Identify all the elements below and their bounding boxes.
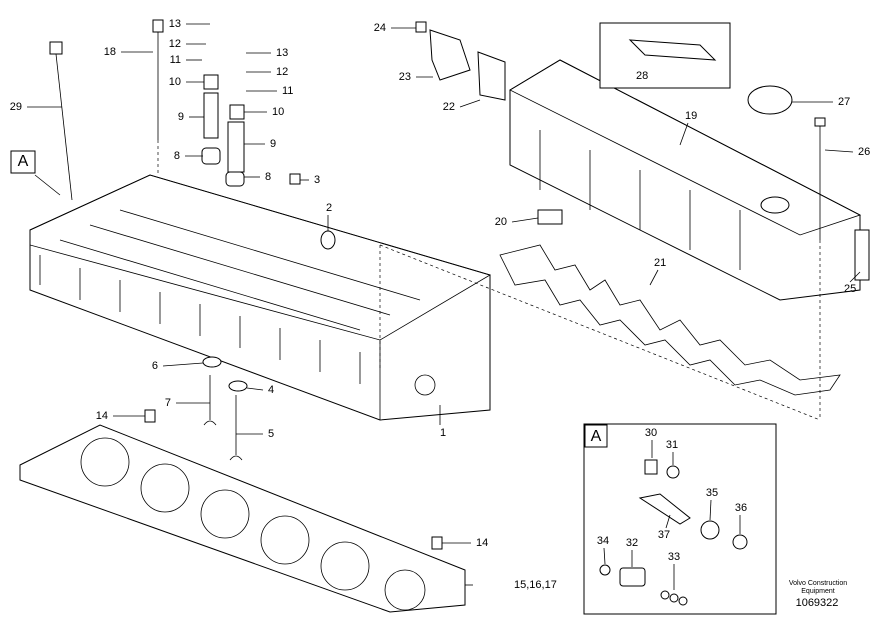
callout-label: 3	[314, 174, 320, 186]
valve-cover	[379, 21, 870, 421]
callout-label: 12	[276, 66, 288, 78]
inset-callout-label: 33	[668, 551, 680, 563]
inset-marker-box	[584, 424, 608, 448]
callout-label: 27	[838, 96, 850, 108]
leader-line	[459, 99, 481, 108]
callout-label: 25	[844, 283, 856, 295]
leader-line	[246, 387, 264, 391]
callout-label: 15,16,17	[514, 579, 557, 591]
callout-label: 8	[174, 150, 180, 162]
inset-callout-label: 30	[645, 427, 657, 439]
callout-label: 13	[276, 47, 288, 59]
callout-label: 26	[858, 146, 870, 158]
callout-label: 18	[104, 46, 116, 58]
callout-label: 9	[178, 111, 184, 123]
callout-label: 2	[326, 202, 332, 214]
callout-label: 8	[265, 171, 271, 183]
leader-line	[709, 499, 712, 521]
footer-company: Volvo Construction	[789, 580, 847, 587]
leader-line	[649, 269, 659, 286]
leader-line	[849, 271, 861, 283]
callout-label: 4	[268, 384, 274, 396]
callout-label: 22	[443, 101, 455, 113]
callout-label: 13	[169, 18, 181, 30]
inset-callout-label: 32	[626, 537, 638, 549]
leader-line	[603, 547, 606, 565]
callout-label: 20	[495, 216, 507, 228]
callout-label: 28	[636, 70, 648, 82]
callout-label: 1	[440, 427, 446, 439]
cylinder-head	[29, 174, 491, 421]
leader-line	[665, 514, 671, 529]
callout-label: 24	[374, 22, 386, 34]
callout-label: 19	[685, 110, 697, 122]
callout-label: 11	[282, 85, 293, 97]
leader-line	[162, 362, 204, 367]
callout-label: 21	[654, 257, 666, 269]
inset-callout-label: 31	[666, 439, 678, 451]
section-marker-box	[10, 150, 36, 174]
callout-label: 10	[169, 76, 181, 88]
callout-label: 5	[268, 428, 274, 440]
callout-label: 6	[152, 360, 158, 372]
inset-callout-label: 37	[658, 529, 670, 541]
callout-label: 14	[96, 410, 108, 422]
leader-line	[824, 149, 854, 153]
callout-label: 29	[10, 101, 22, 113]
inset-callout-label: 35	[706, 487, 718, 499]
callout-label: 14	[476, 537, 488, 549]
callout-label: 7	[165, 397, 171, 409]
drawing-number: 1069322	[796, 597, 839, 609]
head-gasket	[19, 424, 466, 613]
inset-parts	[599, 459, 748, 606]
inset-callout-label: 36	[735, 502, 747, 514]
leader-line	[679, 122, 689, 146]
inset-marker: A	[591, 428, 602, 445]
seal-strip	[628, 39, 717, 61]
footer-company: Equipment	[801, 588, 835, 595]
leader-line	[511, 217, 539, 223]
marker-leader	[34, 174, 61, 196]
callout-label: 10	[272, 106, 284, 118]
section-marker: A	[18, 153, 29, 170]
inset-callout-label: 34	[597, 535, 609, 547]
callout-label: 12	[169, 38, 181, 50]
callout-label: 9	[270, 138, 276, 150]
valve-components	[49, 19, 443, 550]
callout-label: 11	[170, 54, 181, 66]
callout-label: 23	[399, 71, 411, 83]
